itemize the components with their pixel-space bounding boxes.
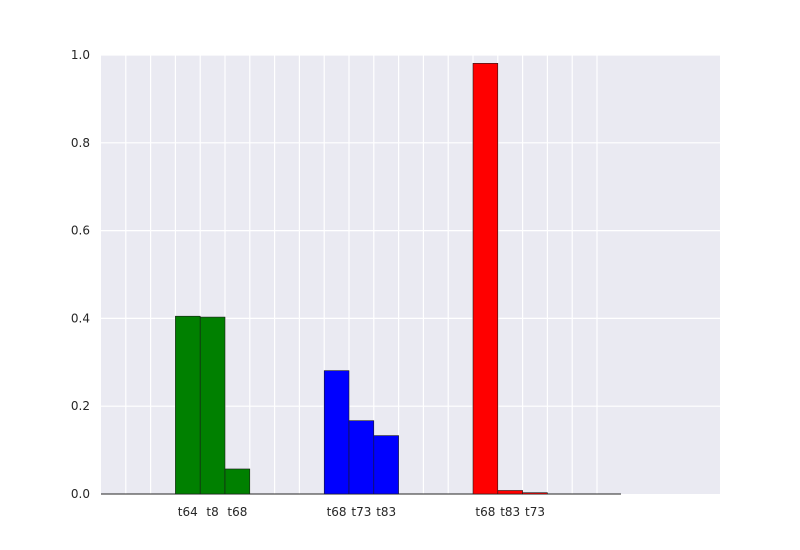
y-tick-label: 0.2 bbox=[71, 399, 90, 413]
y-tick-label: 1.0 bbox=[71, 48, 90, 62]
bar bbox=[199, 316, 226, 495]
bar bbox=[175, 315, 201, 495]
bar bbox=[373, 435, 399, 495]
y-tick-label: 0.0 bbox=[71, 487, 90, 501]
bars bbox=[175, 63, 548, 495]
y-tick-label: 0.6 bbox=[71, 224, 90, 238]
x-tick-label: t83 bbox=[500, 505, 520, 519]
bar bbox=[497, 490, 523, 495]
x-tick-label: t68 bbox=[475, 505, 495, 519]
x-tick-label: t68 bbox=[327, 505, 347, 519]
x-tick-label: t83 bbox=[376, 505, 396, 519]
x-tick-label: t64 bbox=[178, 505, 198, 519]
x-tick-label: t68 bbox=[227, 505, 247, 519]
y-tick-label: 0.4 bbox=[71, 311, 90, 325]
bar bbox=[472, 63, 499, 495]
axis-labels: 0.0 0.2 0.4 0.6 0.8 1.0 t64 t8 t68 t68 t73 t83 t68 t8… bbox=[71, 48, 545, 519]
x-tick-label: t73 bbox=[525, 505, 545, 519]
bar bbox=[348, 420, 375, 495]
bar bbox=[522, 492, 548, 495]
bar bbox=[323, 370, 350, 495]
bar bbox=[224, 468, 251, 495]
x-tick-label: t8 bbox=[206, 505, 218, 519]
y-tick-label: 0.8 bbox=[71, 136, 90, 150]
x-tick-label: t73 bbox=[351, 505, 371, 519]
